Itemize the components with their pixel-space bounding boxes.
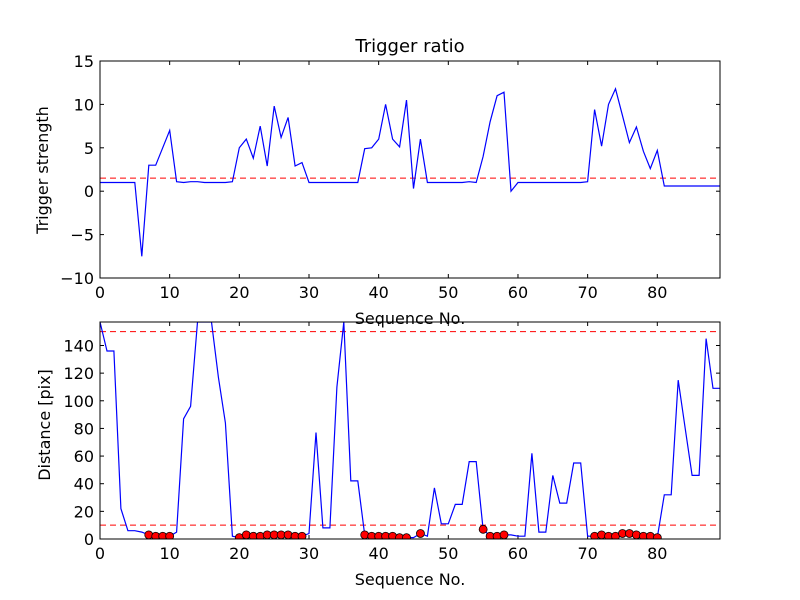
x-axis-label: Sequence No. xyxy=(355,570,466,589)
y-tick-label: −5 xyxy=(70,226,94,245)
x-tick-label: 70 xyxy=(577,283,597,302)
y-tick-label: 120 xyxy=(63,364,94,383)
x-tick-label: 40 xyxy=(368,544,388,563)
y-tick-label: 140 xyxy=(63,336,94,355)
x-tick-label: 70 xyxy=(577,544,597,563)
y-tick-label: 15 xyxy=(74,52,94,71)
series-line xyxy=(100,322,720,539)
x-tick-label: 80 xyxy=(647,544,667,563)
y-tick-label: 40 xyxy=(74,475,94,494)
plot-area: 0 10 20 30 40 50 60 70 80 0 20 40 60 80 100 120 140 xyxy=(63,322,720,563)
plot-content xyxy=(100,86,720,257)
y-tick-label: 5 xyxy=(84,139,94,158)
plot-area: 0 10 20 30 40 50 60 70 80 −10 −5 0 5 10 15 xyxy=(60,52,720,302)
chart-title: Trigger ratio xyxy=(354,36,464,57)
axes-frame xyxy=(99,60,721,279)
x-axis-label: Sequence No. xyxy=(355,309,466,328)
axes-frame xyxy=(99,321,721,540)
y-tick-label: 0 xyxy=(84,530,94,549)
data-point-marker xyxy=(416,529,425,538)
series-line xyxy=(100,86,720,257)
y-axis-label: Trigger strength xyxy=(33,106,52,235)
data-point-marker xyxy=(478,524,488,534)
data-point-marker xyxy=(652,533,662,539)
x-tick-label: 40 xyxy=(368,283,388,302)
x-tick-label: 0 xyxy=(95,283,105,302)
x-tick-label: 20 xyxy=(229,544,249,563)
x-tick-label: 60 xyxy=(508,544,528,563)
x-tick-label: 60 xyxy=(508,283,528,302)
y-tick-label: −10 xyxy=(60,269,94,288)
data-point-marker xyxy=(165,531,175,539)
x-tick-label: 30 xyxy=(299,544,319,563)
x-tick-label: 10 xyxy=(159,283,179,302)
y-tick-label: 0 xyxy=(84,182,94,201)
y-axis-label: Distance [pix] xyxy=(35,369,54,481)
data-point-marker xyxy=(499,530,509,539)
y-tick-label: 10 xyxy=(74,95,94,114)
y-tick-label: 20 xyxy=(74,502,94,521)
trigger-ratio-chart: Trigger ratio Trigger strength Sequence … xyxy=(33,36,721,328)
x-tick-label: 50 xyxy=(438,544,458,563)
data-point-marker xyxy=(297,531,307,539)
x-tick-label: 10 xyxy=(159,544,179,563)
data-point-marker xyxy=(402,533,411,539)
plot-content xyxy=(100,322,720,539)
x-tick-label: 80 xyxy=(647,283,667,302)
x-tick-label: 20 xyxy=(229,283,249,302)
x-tick-label: 0 xyxy=(95,544,105,563)
y-tick-label: 80 xyxy=(74,419,94,438)
y-tick-label: 100 xyxy=(63,392,94,411)
x-tick-label: 30 xyxy=(299,283,319,302)
x-tick-label: 50 xyxy=(438,283,458,302)
y-tick-label: 60 xyxy=(74,447,94,466)
distance-chart: Distance [pix] Sequence No. 0 10 20 30 40 50 6… xyxy=(35,321,721,589)
